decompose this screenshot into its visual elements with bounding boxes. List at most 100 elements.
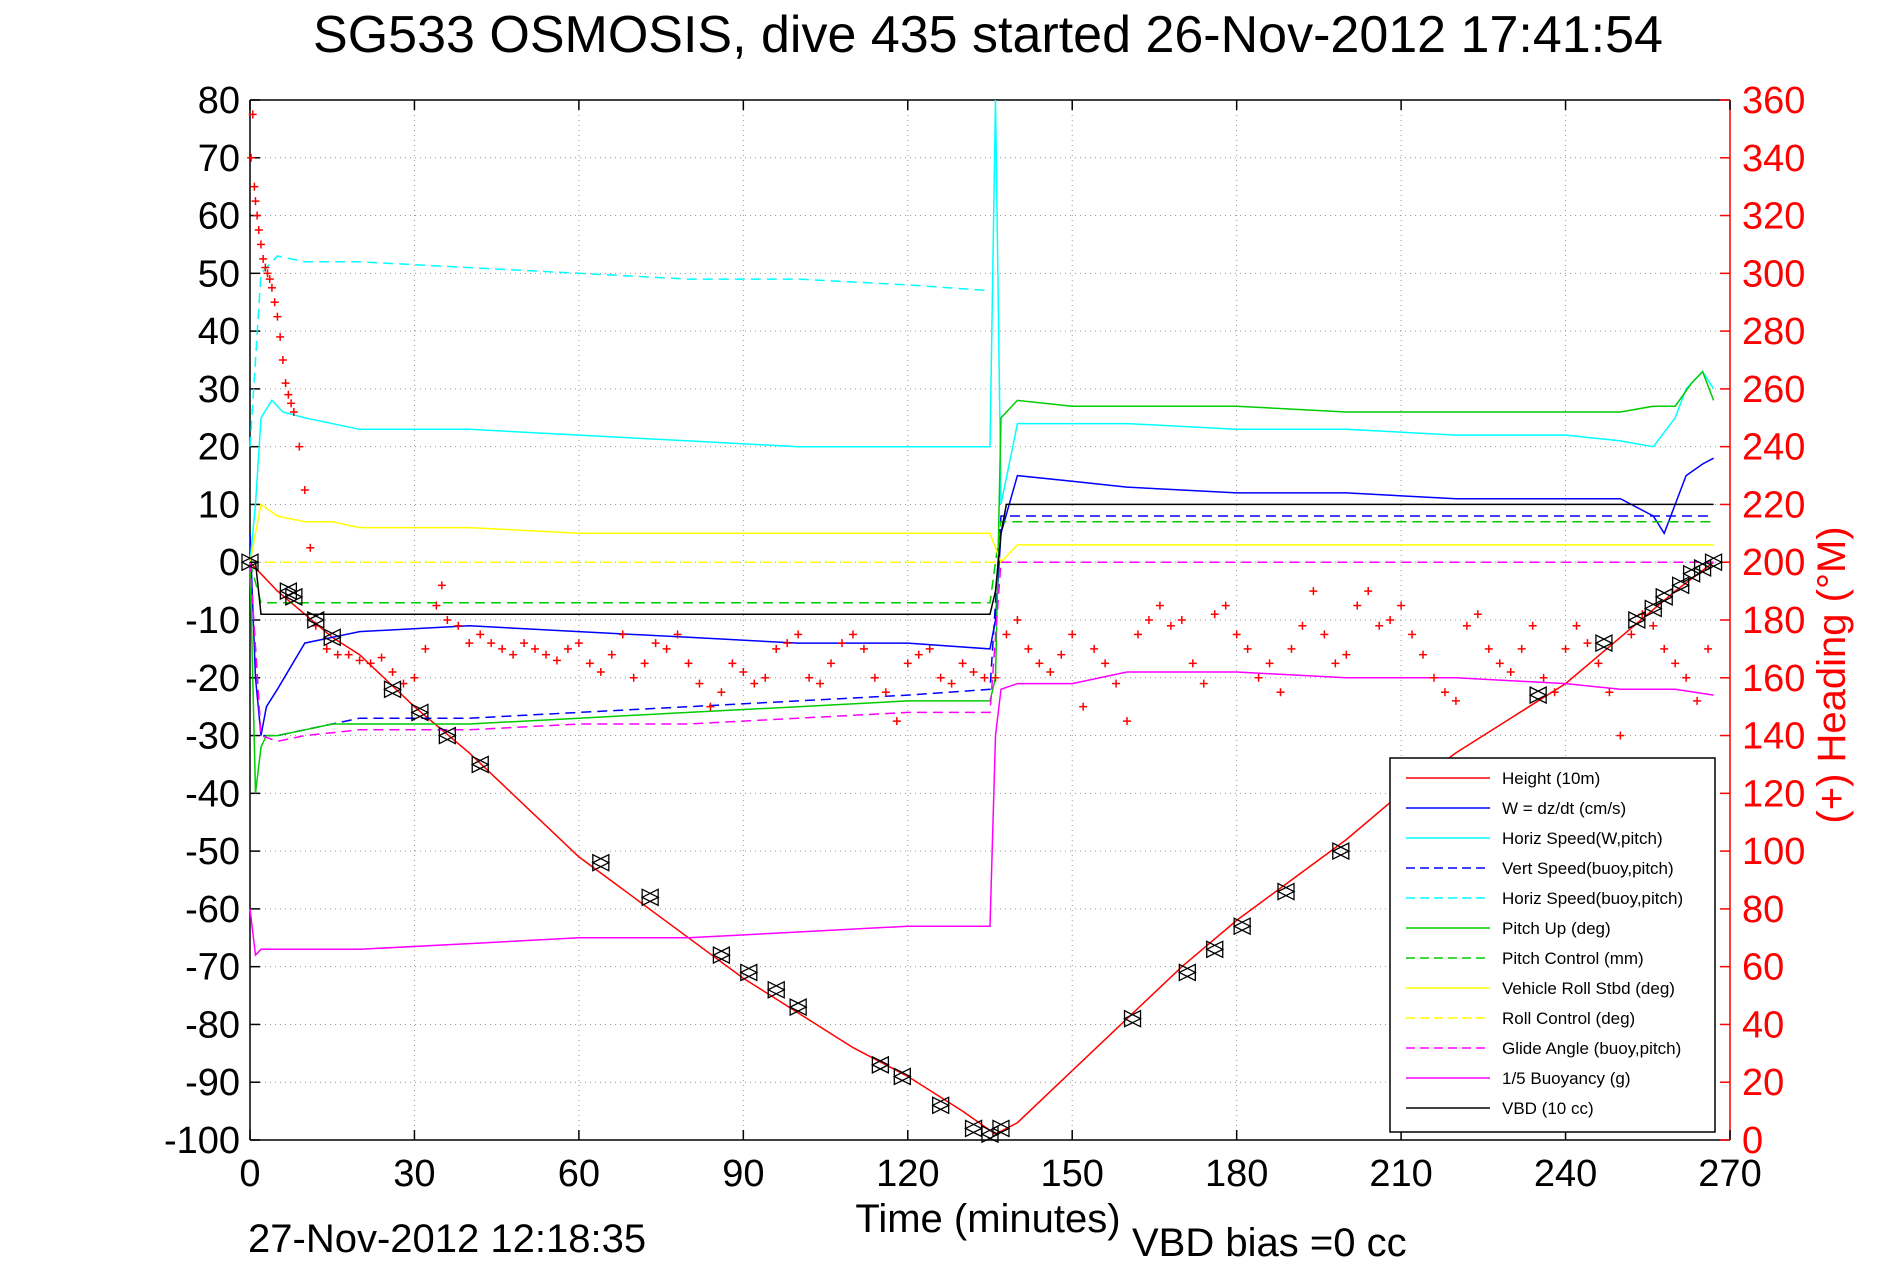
marker-tri-left — [1528, 686, 1547, 705]
height-marker — [1205, 940, 1225, 959]
marker-tri-left — [322, 628, 341, 647]
height-marker — [383, 680, 402, 699]
heading-point — [739, 668, 748, 676]
heading-point — [1583, 639, 1592, 648]
heading-point — [607, 650, 616, 659]
y2-tick-label: 120 — [1742, 773, 1805, 815]
height-marker — [892, 1067, 912, 1086]
y-tick-label: -80 — [185, 1004, 240, 1046]
heading-point — [1528, 621, 1537, 630]
series-line-4 — [249, 515, 1714, 737]
marker-tri-left — [766, 980, 785, 999]
marker-tri-left — [284, 587, 303, 606]
marker-tri-left — [931, 1096, 950, 1115]
y-tick-label: 70 — [198, 138, 240, 180]
height-marker — [766, 980, 786, 999]
heading-point — [263, 269, 272, 278]
y-tick-label: -50 — [185, 831, 240, 873]
height-markers — [240, 553, 1724, 1144]
marker-tri-left — [640, 888, 659, 907]
heading-point — [250, 182, 259, 191]
heading-point — [355, 656, 364, 665]
heading-point — [673, 630, 682, 639]
heading-point — [1408, 630, 1417, 639]
height-marker — [306, 610, 326, 630]
heading-point — [1123, 717, 1132, 726]
height-marker — [1671, 576, 1691, 595]
heading-point — [410, 673, 419, 682]
marker-tri-left — [306, 610, 325, 630]
heading-point — [1572, 621, 1581, 630]
height-marker — [1627, 610, 1647, 630]
heading-point — [684, 659, 693, 668]
heading-point — [1682, 673, 1691, 682]
y-tick-label: -40 — [185, 773, 240, 815]
marker-tri-right — [383, 680, 402, 699]
heading-point — [969, 668, 978, 676]
heading-point — [295, 442, 304, 451]
height-marker — [1123, 1009, 1142, 1028]
y2-tick-label: 100 — [1742, 831, 1805, 873]
x-tick-label: 120 — [876, 1153, 939, 1195]
height-marker — [931, 1096, 951, 1115]
heading-point — [1090, 644, 1099, 653]
heading-point — [1451, 696, 1460, 705]
heading-point — [1166, 621, 1175, 630]
heading-point — [1462, 621, 1471, 630]
marker-tri-right — [1595, 634, 1614, 653]
marker-tri-left — [240, 553, 259, 572]
heading-point — [947, 679, 956, 688]
heading-point — [259, 254, 268, 263]
heading-point — [1002, 630, 1011, 639]
heading-point — [1134, 630, 1142, 639]
heading-point — [251, 197, 260, 206]
x-tick-label: 180 — [1205, 1153, 1268, 1195]
y-tick-label: -60 — [185, 889, 240, 931]
height-marker — [470, 755, 490, 774]
y2-tick-label: 180 — [1742, 600, 1805, 642]
legend-box — [1389, 757, 1716, 1133]
heading-point — [273, 312, 282, 321]
series-line-12 — [250, 503, 1714, 615]
y-tick-label: 60 — [198, 196, 240, 238]
height-marker — [437, 726, 457, 745]
series-line-2 — [249, 457, 1714, 736]
heading-point — [1265, 659, 1274, 668]
y-tick-label: -10 — [185, 600, 240, 642]
heading-point — [1144, 616, 1153, 624]
x-tick-label: 210 — [1369, 1153, 1432, 1195]
marker-tri-left — [1331, 842, 1350, 861]
heading-point — [1243, 644, 1252, 653]
heading-point — [618, 630, 627, 639]
height-marker — [322, 628, 342, 647]
heading-point — [498, 644, 507, 653]
y2-tick-label: 240 — [1742, 427, 1805, 469]
heading-point — [958, 659, 967, 668]
heading-point — [936, 673, 945, 682]
marker-tri-left — [1205, 940, 1224, 959]
heading-point — [1704, 644, 1713, 653]
y2-tick-label: 80 — [1742, 889, 1784, 931]
height-marker — [1654, 587, 1674, 606]
heading-point — [1375, 621, 1384, 630]
heading-point — [366, 659, 375, 668]
heading-point — [454, 621, 463, 630]
heading-point — [270, 298, 279, 307]
heading-point — [267, 283, 276, 292]
marker-tri-left — [1276, 882, 1295, 901]
y-tick-label: 30 — [198, 369, 240, 411]
heading-point — [344, 650, 353, 659]
height-marker — [1177, 963, 1197, 982]
y2-tick-label: 280 — [1742, 311, 1805, 353]
x-tick-label: 270 — [1698, 1153, 1761, 1195]
y2-tick-label: 20 — [1742, 1062, 1784, 1104]
heading-point — [1693, 696, 1702, 705]
heading-point — [1627, 630, 1636, 639]
heading-point — [1539, 673, 1548, 682]
heading-point — [1594, 659, 1603, 668]
y-tick-label: 50 — [198, 253, 240, 295]
height-marker — [1643, 599, 1663, 618]
legend-label-10: Glide Angle (buoy,pitch) — [1502, 1039, 1681, 1058]
marker-tri-right — [932, 1096, 951, 1115]
heading-series — [247, 110, 1713, 740]
